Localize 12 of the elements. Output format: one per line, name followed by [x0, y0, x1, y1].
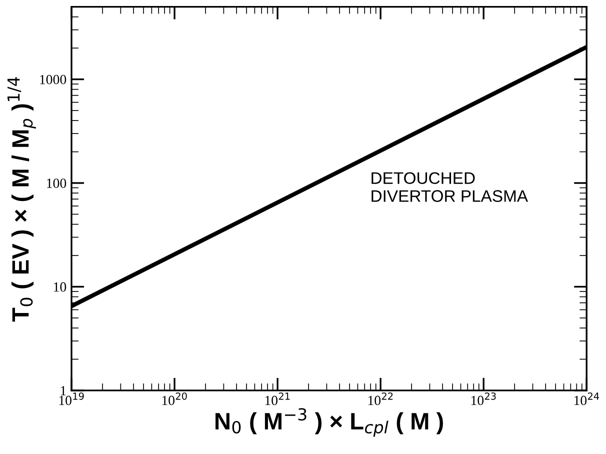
y-axis-title: T$_{0}$ ( EV ) × ( M / M$_{p}$ )$^{1/4}$: [8, 77, 36, 322]
x-tick-label: 10$^{22}$: [368, 392, 393, 406]
y-tick-label: 1: [60, 386, 66, 396]
x-axis-title: N$_{0}$ ( M$^{−3}$ ) × L$_{cpl}$ ( M ): [216, 408, 443, 437]
x-tick-label: 10$^{23}$: [471, 392, 496, 406]
y-tick-label: 100: [47, 178, 66, 188]
y-tick-label: 1000: [40, 74, 66, 84]
x-tick-label: 10$^{24}$: [574, 392, 600, 406]
annotation: DETOUCHED DIVERTOR PLASMA: [372, 172, 528, 202]
x-tick-label: 10$^{21}$: [265, 392, 290, 406]
y-tick-label: 10: [54, 282, 66, 292]
x-tick-label: 10$^{20}$: [162, 392, 187, 406]
